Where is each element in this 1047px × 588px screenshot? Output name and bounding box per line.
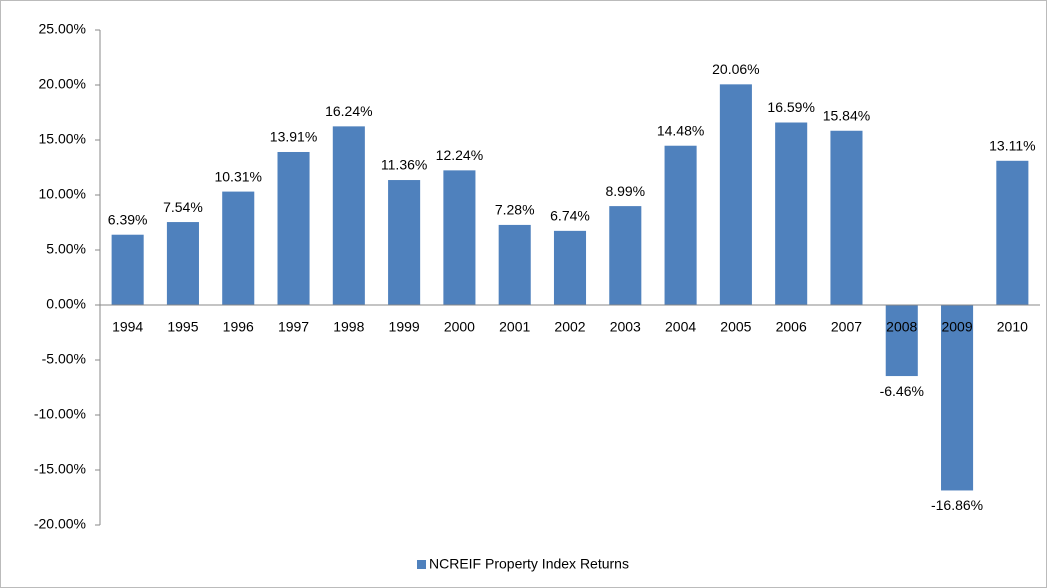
value-label: 10.31%	[214, 168, 261, 184]
x-tick-label: 1998	[333, 319, 364, 335]
y-tick-label: -15.00%	[34, 461, 86, 477]
y-tick-label: -5.00%	[42, 351, 86, 367]
x-tick-label: 2003	[610, 319, 641, 335]
value-label: 12.24%	[436, 147, 483, 163]
value-label: 6.39%	[108, 211, 148, 227]
bar	[830, 130, 863, 305]
y-tick-label: 10.00%	[39, 186, 86, 202]
bar	[443, 170, 476, 305]
value-label: 14.48%	[657, 122, 704, 138]
x-tick-label: 2007	[831, 319, 862, 335]
value-label: 13.91%	[270, 129, 317, 145]
y-tick-label: 20.00%	[39, 76, 86, 92]
bar	[498, 224, 531, 305]
value-label: 8.99%	[605, 183, 645, 199]
x-tick-label: 1994	[112, 319, 143, 335]
value-label: 15.84%	[823, 107, 870, 123]
bar	[941, 305, 974, 491]
x-tick-label: 2010	[997, 319, 1028, 335]
bar	[885, 305, 918, 377]
value-label: 16.59%	[767, 99, 814, 115]
value-label: -6.46%	[880, 383, 924, 399]
x-tick-label: 2000	[444, 319, 475, 335]
value-label: -16.86%	[931, 497, 983, 513]
bar	[609, 206, 642, 305]
legend-swatch	[417, 560, 426, 569]
bar	[388, 180, 421, 305]
value-label: 6.74%	[550, 208, 590, 224]
x-tick-label: 1997	[278, 319, 309, 335]
value-label: 7.54%	[163, 199, 203, 215]
legend-label: NCREIF Property Index Returns	[429, 556, 629, 572]
bar	[996, 160, 1029, 305]
x-tick-label: 1995	[167, 319, 198, 335]
bar	[222, 191, 255, 305]
x-tick-label: 1996	[223, 319, 254, 335]
bar	[111, 234, 144, 305]
bar	[775, 122, 808, 305]
x-tick-label: 2009	[941, 319, 972, 335]
value-label: 7.28%	[495, 202, 535, 218]
y-tick-label: -20.00%	[34, 516, 86, 532]
bar	[719, 84, 752, 305]
y-tick-label: 0.00%	[46, 296, 86, 312]
y-tick-label: -10.00%	[34, 406, 86, 422]
x-tick-label: 2004	[665, 319, 696, 335]
x-tick-label: 2002	[554, 319, 585, 335]
x-tick-label: 1999	[389, 319, 420, 335]
x-tick-label: 2006	[776, 319, 807, 335]
bar	[277, 151, 310, 305]
bar	[332, 126, 365, 305]
bar	[553, 230, 587, 305]
value-label: 13.11%	[989, 137, 1035, 153]
value-label: 20.06%	[712, 61, 759, 77]
bar	[664, 145, 697, 305]
value-label: 11.36%	[381, 157, 427, 173]
x-tick-label: 2005	[720, 319, 751, 335]
y-tick-label: 5.00%	[46, 241, 86, 257]
x-tick-label: 2001	[499, 319, 530, 335]
y-tick-label: 25.00%	[39, 21, 86, 37]
y-tick-label: 15.00%	[39, 131, 86, 147]
x-tick-label: 2008	[886, 319, 917, 335]
bar	[166, 222, 199, 305]
value-label: 16.24%	[325, 103, 372, 119]
